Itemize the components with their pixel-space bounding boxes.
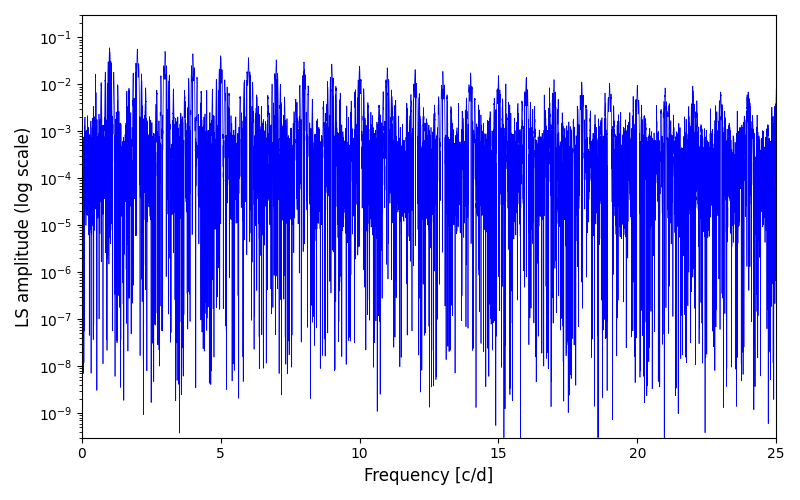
- Y-axis label: LS amplitude (log scale): LS amplitude (log scale): [15, 126, 33, 326]
- X-axis label: Frequency [c/d]: Frequency [c/d]: [364, 467, 494, 485]
